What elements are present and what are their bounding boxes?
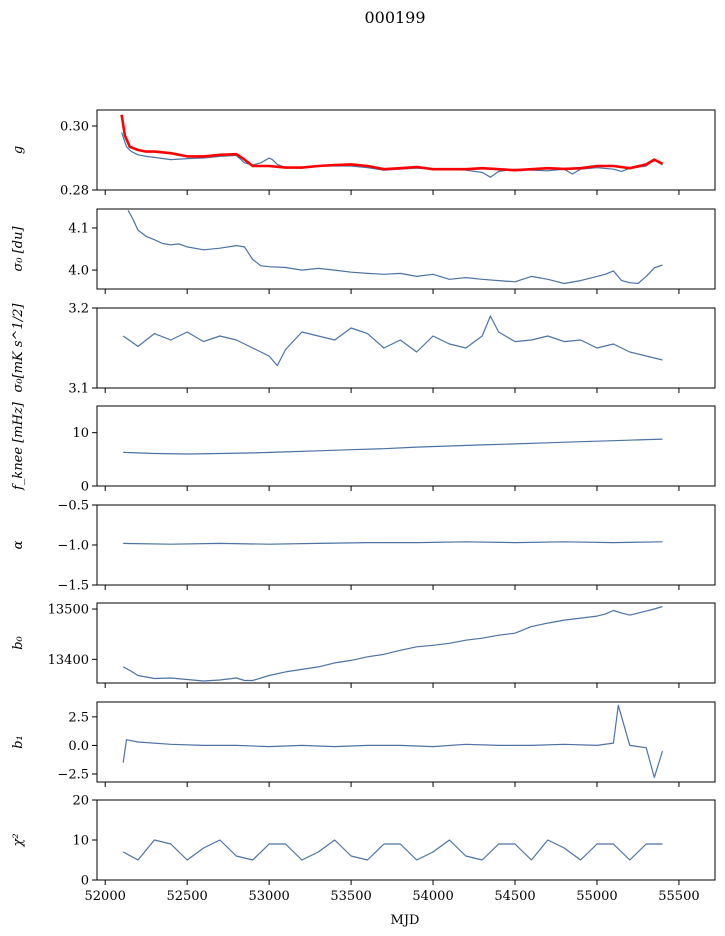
y-tick-label: 2.5	[68, 710, 89, 725]
series-line-measured	[121, 132, 663, 178]
subplot-6: 13400 13500 b₀	[11, 602, 716, 688]
y-tick-label: −0.5	[57, 499, 89, 514]
subplot-3: 3.1 3.2 σ₀[mK s^1/2]	[11, 302, 716, 397]
y-tick-label: 10	[72, 834, 89, 849]
x-tick-label: 55000	[576, 889, 617, 904]
series-line-data	[123, 541, 663, 545]
x-tick-label: 54500	[494, 889, 535, 904]
y-tick-label: 4.0	[68, 264, 89, 279]
y-tick-label: 0.28	[60, 184, 89, 199]
y-tick-label: 0	[81, 874, 89, 889]
y-tick-label: −1.5	[57, 579, 89, 594]
figure-title: 000199	[364, 8, 425, 27]
x-tick-label: 54000	[412, 889, 453, 904]
y-tick-label: 13400	[48, 653, 89, 668]
axes-frame	[96, 109, 716, 191]
x-tick-label: 53000	[248, 889, 289, 904]
x-tick-label: 55500	[658, 889, 699, 904]
y-axis-label: b₀	[11, 635, 26, 649]
y-tick-label: 3.2	[68, 302, 89, 317]
y-axis-label: σ₀[mK s^1/2]	[11, 303, 26, 393]
axes-frame	[96, 208, 716, 290]
y-tick-label: −1.0	[57, 539, 89, 554]
series-line-data	[122, 704, 664, 779]
series-line-data	[122, 605, 663, 682]
y-axis-label: g	[11, 146, 26, 154]
subplot-1: 0.28 0.30 g	[11, 109, 716, 199]
y-axis-label: χ²	[11, 833, 26, 847]
y-tick-label: 4.1	[68, 221, 89, 236]
series-line-data	[122, 315, 663, 367]
y-axis-label: b₁	[11, 735, 26, 749]
y-tick-label: 0.0	[68, 739, 89, 754]
y-tick-label: 20	[72, 794, 89, 809]
axes-frame	[96, 504, 716, 586]
y-tick-label: 3.1	[68, 382, 89, 397]
y-tick-label: 13500	[48, 603, 89, 618]
series-line-data	[127, 210, 663, 285]
y-tick-label: −2.5	[57, 768, 89, 783]
y-tick-label: 0.30	[60, 120, 89, 135]
x-axis-label: MJD	[391, 913, 420, 928]
series-line-data	[122, 839, 663, 861]
y-axis-label: α	[11, 540, 26, 549]
axes-frame	[96, 799, 716, 881]
subplot-8: 0 10 20 52000 52500 53000 53500 54000 54500 55000…	[11, 794, 716, 904]
series-line-fit	[120, 114, 664, 172]
subplot-4: 0 10 f_knee [mHz]	[11, 401, 716, 495]
axes-frame	[96, 405, 716, 487]
y-tick-label: 10	[72, 426, 89, 441]
subplot-7: −2.5 0.0 2.5 b₁	[11, 701, 716, 787]
subplot-grid: 0.28 0.30 g 4.0 4.1 σ₀ [du] 3.1 3.2 σ₀[mK s^1/2]…	[11, 109, 716, 904]
x-tick-label: 52500	[166, 889, 207, 904]
x-tick-label: 52000	[85, 889, 126, 904]
y-axis-label: f_knee [mHz]	[11, 401, 26, 491]
axes-frame	[96, 602, 716, 684]
subplot-2: 4.0 4.1 σ₀ [du]	[11, 208, 716, 294]
y-axis-label: σ₀ [du]	[11, 226, 26, 272]
series-line-data	[123, 438, 663, 455]
axes-frame	[96, 307, 716, 389]
y-tick-label: 0	[81, 480, 89, 495]
subplot-5: −1.5 −1.0 −0.5 α	[11, 499, 716, 594]
x-tick-label: 53500	[330, 889, 371, 904]
axes-frame	[96, 701, 716, 783]
